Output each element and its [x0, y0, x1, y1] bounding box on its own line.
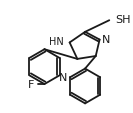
- Text: F: F: [28, 79, 34, 89]
- Text: HN: HN: [49, 36, 64, 46]
- Text: SH: SH: [115, 15, 131, 25]
- Text: N: N: [59, 73, 67, 82]
- Text: N: N: [101, 34, 110, 44]
